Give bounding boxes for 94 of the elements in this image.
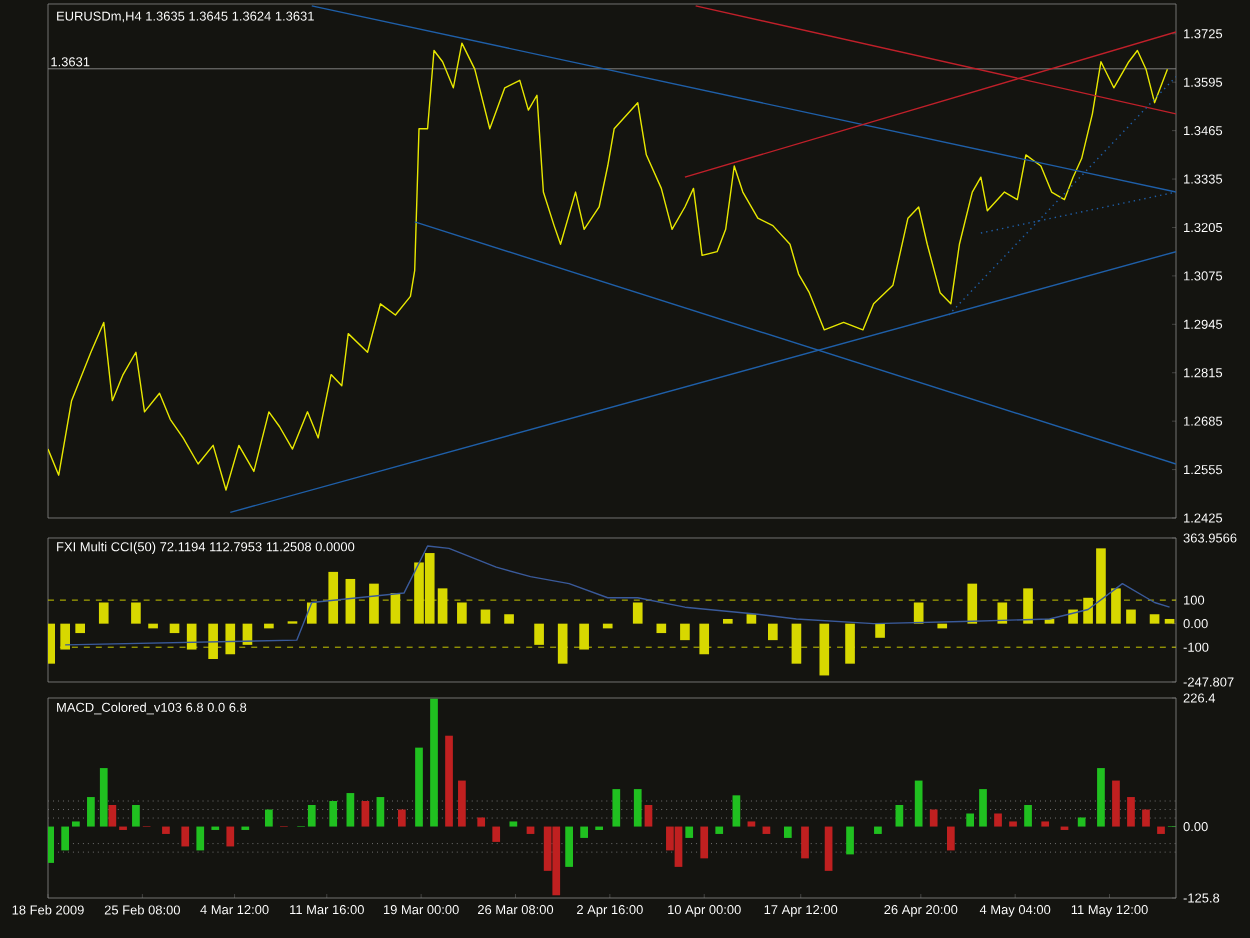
- bar: [895, 804, 904, 827]
- bar: [979, 789, 987, 827]
- bar: [457, 602, 467, 624]
- bar: [612, 789, 621, 827]
- bar: [87, 797, 95, 827]
- bar: [1077, 817, 1086, 827]
- bar: [1111, 588, 1121, 624]
- bar: [967, 583, 978, 624]
- bar: [225, 623, 236, 655]
- bar: [557, 623, 568, 664]
- bar: [1112, 780, 1120, 827]
- bar: [1142, 809, 1150, 827]
- bar: [966, 813, 974, 827]
- bar: [131, 602, 141, 624]
- bar: [680, 623, 690, 641]
- bar: [552, 826, 561, 896]
- bar: [632, 602, 643, 624]
- bar: [132, 804, 140, 827]
- bar: [875, 623, 885, 638]
- bar: [1041, 821, 1050, 827]
- bar: [819, 623, 830, 676]
- bar: [509, 821, 518, 827]
- bar: [346, 793, 355, 827]
- bar: [376, 797, 385, 827]
- bar: [768, 623, 778, 641]
- bar: [746, 614, 757, 624]
- bar: [1149, 614, 1160, 624]
- bar: [328, 571, 339, 624]
- bar: [369, 583, 379, 624]
- bar: [580, 826, 588, 838]
- bar: [397, 809, 406, 827]
- bar: [845, 623, 855, 664]
- bar: [390, 593, 401, 624]
- bar: [75, 623, 85, 634]
- bar: [196, 826, 205, 851]
- bar: [208, 623, 218, 659]
- bar: [458, 780, 466, 827]
- bar: [824, 826, 833, 871]
- bar: [345, 578, 356, 624]
- bar: [329, 801, 338, 827]
- bar: [72, 821, 80, 827]
- bar: [1024, 804, 1032, 827]
- bar: [415, 747, 423, 827]
- line-series: [48, 42, 1169, 491]
- bar: [99, 768, 108, 827]
- bar: [1023, 588, 1033, 624]
- bar: [913, 602, 924, 624]
- bar: [1127, 797, 1135, 827]
- bar: [846, 826, 854, 855]
- bar: [715, 826, 724, 834]
- bar: [226, 826, 235, 847]
- bar: [60, 623, 70, 650]
- bar: [61, 826, 70, 851]
- bar: [994, 813, 1002, 827]
- bar: [997, 602, 1008, 624]
- bar: [1097, 768, 1105, 827]
- bar: [732, 795, 741, 827]
- bar: [445, 735, 453, 827]
- bar: [747, 821, 756, 827]
- bar: [1126, 609, 1136, 624]
- bar: [685, 826, 694, 838]
- bar: [565, 826, 573, 867]
- bar: [801, 826, 809, 859]
- bar: [1068, 609, 1078, 624]
- bar: [98, 602, 109, 624]
- bar: [477, 817, 486, 827]
- bar: [791, 623, 802, 664]
- bar: [674, 826, 683, 867]
- bar: [644, 804, 653, 827]
- bar: [946, 826, 955, 851]
- bar: [633, 789, 642, 827]
- bar: [480, 609, 491, 624]
- bar: [162, 826, 170, 834]
- bar: [504, 614, 514, 624]
- bar: [534, 623, 544, 645]
- bar: [700, 826, 709, 859]
- bar: [722, 618, 733, 624]
- bar: [361, 801, 370, 827]
- bar: [492, 826, 501, 842]
- bar: [929, 809, 938, 827]
- bar: [181, 826, 190, 847]
- bar: [108, 804, 117, 827]
- bar: [914, 780, 923, 827]
- bar: [186, 623, 197, 650]
- bar: [1157, 826, 1165, 834]
- bar: [1164, 618, 1175, 624]
- bar: [874, 826, 882, 834]
- bar: [265, 809, 273, 827]
- bar: [48, 826, 55, 863]
- bar: [579, 623, 589, 650]
- bar: [699, 623, 710, 655]
- bar: [783, 826, 792, 838]
- bar: [1009, 821, 1017, 827]
- bar: [430, 698, 438, 827]
